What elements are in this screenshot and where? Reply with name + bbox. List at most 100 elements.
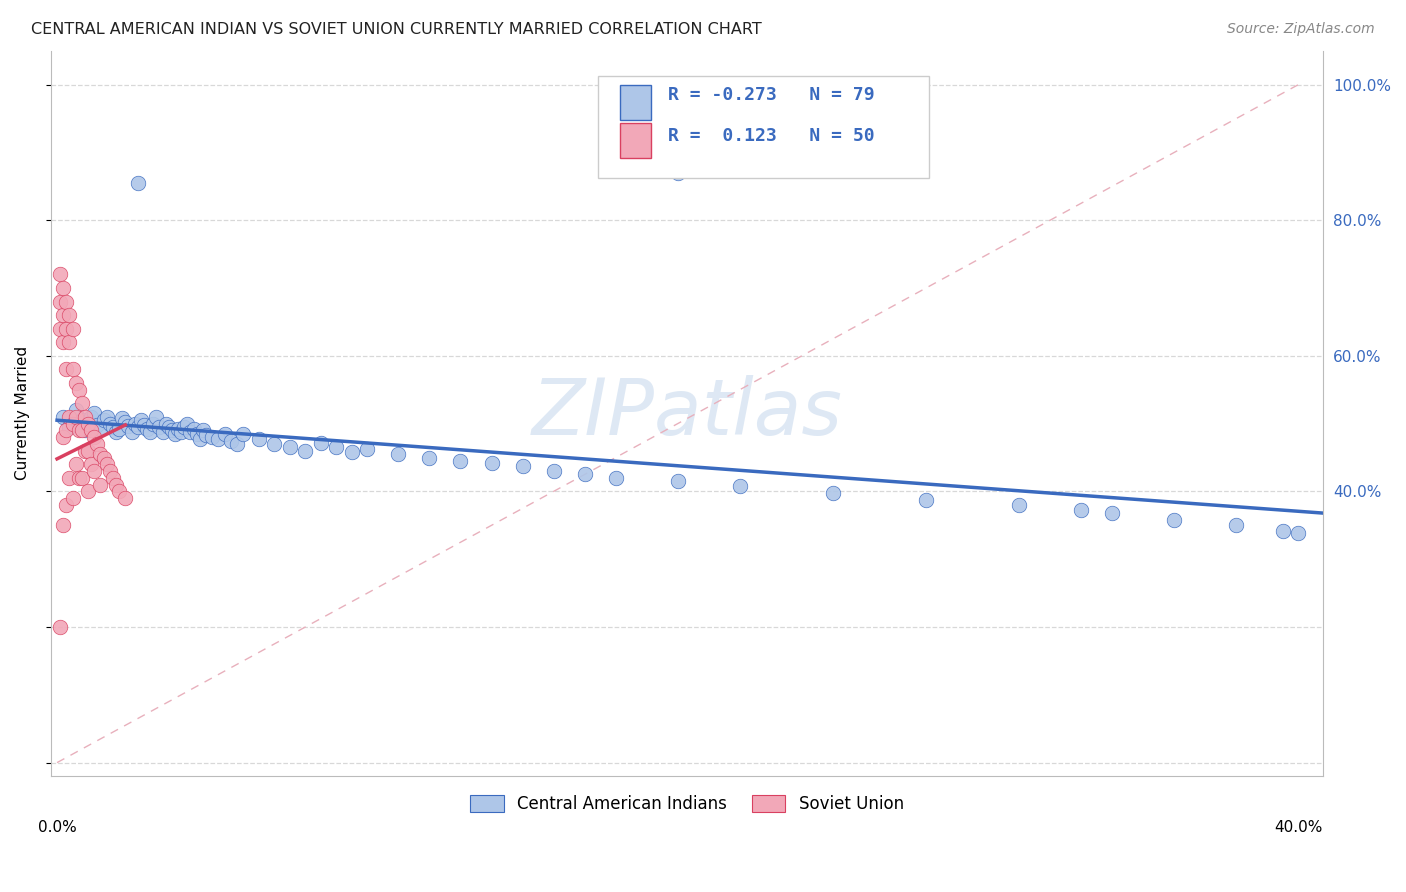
Point	[191, 423, 214, 437]
Point	[83, 464, 105, 478]
Point	[52, 409, 75, 424]
Point	[58, 335, 80, 350]
Point	[65, 409, 87, 424]
Point	[142, 417, 165, 431]
Point	[52, 308, 75, 322]
Point	[666, 475, 689, 489]
Point	[543, 464, 565, 478]
Point	[52, 518, 75, 533]
Point	[127, 176, 149, 190]
Point	[605, 471, 627, 485]
Point	[65, 403, 87, 417]
Point	[512, 458, 534, 473]
Point	[201, 430, 224, 444]
Point	[129, 413, 152, 427]
Point	[155, 417, 177, 431]
Point	[915, 492, 938, 507]
Point	[52, 335, 75, 350]
Point	[77, 443, 100, 458]
Point	[132, 417, 155, 432]
Point	[278, 440, 301, 454]
Point	[387, 447, 409, 461]
Point	[77, 417, 100, 431]
Point	[186, 426, 208, 441]
Point	[152, 425, 174, 439]
Point	[207, 432, 229, 446]
Point	[356, 442, 378, 457]
Point	[148, 420, 170, 434]
Point	[117, 419, 139, 434]
Point	[67, 423, 90, 437]
Point	[49, 294, 72, 309]
Point	[105, 425, 128, 439]
Point	[263, 437, 285, 451]
Point	[666, 166, 689, 180]
Point	[89, 447, 111, 461]
Point	[114, 491, 136, 506]
Point	[294, 443, 316, 458]
Point	[226, 437, 249, 451]
FancyBboxPatch shape	[598, 76, 929, 178]
Point	[80, 409, 103, 424]
Point	[139, 425, 162, 439]
Point	[101, 420, 124, 434]
Point	[62, 417, 84, 431]
Text: 0.0%: 0.0%	[38, 820, 76, 835]
Text: R = -0.273   N = 79: R = -0.273 N = 79	[668, 86, 875, 104]
Point	[55, 498, 77, 512]
Point	[49, 620, 72, 634]
Point	[157, 420, 180, 434]
Point	[160, 423, 183, 437]
Point	[1271, 524, 1294, 538]
Point	[176, 417, 198, 431]
Point	[219, 434, 242, 448]
Legend: Central American Indians, Soviet Union: Central American Indians, Soviet Union	[464, 789, 911, 820]
Point	[55, 423, 77, 437]
Point	[58, 409, 80, 424]
Point	[170, 425, 193, 439]
Point	[309, 435, 332, 450]
Point	[232, 426, 254, 441]
Point	[214, 426, 236, 441]
Point	[86, 417, 108, 432]
Point	[93, 413, 115, 427]
Point	[65, 376, 87, 390]
Text: 40.0%: 40.0%	[1274, 820, 1323, 835]
Point	[136, 422, 159, 436]
Point	[93, 450, 115, 465]
Point	[89, 477, 111, 491]
Point	[73, 423, 96, 437]
Point	[55, 321, 77, 335]
Point	[179, 425, 201, 439]
Point	[96, 458, 118, 472]
Point	[62, 321, 84, 335]
Point	[114, 415, 136, 429]
Point	[70, 396, 93, 410]
Point	[108, 484, 131, 499]
Point	[1288, 526, 1310, 541]
Point	[195, 428, 218, 442]
Point	[325, 440, 347, 454]
Point	[83, 430, 105, 444]
Point	[98, 464, 121, 478]
Point	[105, 477, 128, 491]
Point	[101, 471, 124, 485]
Point	[96, 409, 118, 424]
Point	[124, 417, 146, 431]
Y-axis label: Currently Married: Currently Married	[15, 346, 30, 481]
Point	[167, 422, 190, 436]
Point	[450, 454, 472, 468]
Point	[173, 420, 195, 434]
Point	[73, 409, 96, 424]
Point	[1008, 498, 1031, 512]
Point	[188, 432, 211, 446]
Point	[70, 423, 93, 437]
Text: CENTRAL AMERICAN INDIAN VS SOVIET UNION CURRENTLY MARRIED CORRELATION CHART: CENTRAL AMERICAN INDIAN VS SOVIET UNION …	[31, 22, 762, 37]
Point	[67, 471, 90, 485]
Point	[70, 471, 93, 485]
Point	[89, 422, 111, 436]
Point	[67, 383, 90, 397]
Text: ZIPatlas: ZIPatlas	[531, 376, 842, 451]
Point	[86, 437, 108, 451]
Point	[80, 423, 103, 437]
